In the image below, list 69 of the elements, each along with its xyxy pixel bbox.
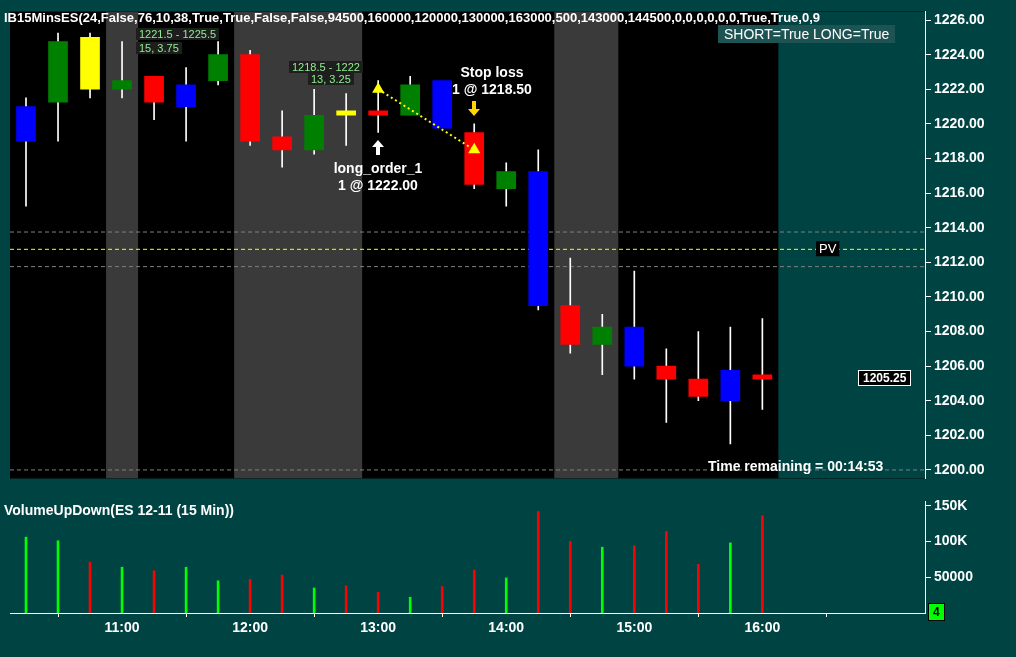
y-tick-label: 1214.00 [934,218,985,235]
candlestick [400,75,421,116]
bar [761,515,764,613]
bar [440,586,444,613]
bar [664,531,668,613]
y-tick-label: 1222.00 [934,80,985,97]
candlestick [16,97,36,207]
bar [600,546,604,613]
y-tick-label: 1212.00 [934,253,985,270]
candlestick [464,123,485,190]
y-tick-label: 1210.00 [934,287,985,304]
annotation: 1221.5 - 1225.5 [136,28,220,40]
x-tick-label: 13:00 [360,619,397,636]
chart-title: IB15MinsES(24,False,76,10,38,True,True,False,False,94500,160000,120000,130000,163000,500,143000,144500,0,0,0,0,0,0,True,True,0,9 [4,10,820,25]
candlestick [432,80,453,129]
bar [632,545,636,613]
candlestick [304,88,324,155]
y-tick-label: 1200.00 [934,460,985,477]
candlestick [80,32,100,99]
bar [376,591,380,613]
y-tick-label: 1218.00 [934,149,985,166]
candlestick [560,257,581,354]
candlestick [592,313,613,376]
bar [568,541,572,613]
candlestick [272,110,292,168]
y-tick-label: 1226.00 [934,10,985,27]
candlestick [176,67,196,142]
candlestick [336,93,356,146]
y-tick-label: 1206.00 [934,356,985,373]
candlestick [240,50,260,146]
candlestick [624,270,645,380]
bar [408,596,412,613]
candlestick [112,41,132,99]
y-tick-label: 1216.00 [934,183,985,200]
y-tick-label: 1220.00 [934,114,985,131]
bar [729,542,732,613]
candlestick [656,348,677,423]
y-tick-label: 1208.00 [934,322,985,339]
text: 4 [928,603,945,621]
y-tick-label: 1224.00 [934,45,985,62]
bar [504,577,508,613]
bar [697,564,700,613]
annotation: 1205.25 [858,370,912,386]
candlestick [48,32,68,142]
annotation: Stop loss 1 @ 1218.50 [451,64,533,98]
annotation: Time remaining = 00:14:53 [708,458,884,474]
annotation: long_order_1 1 @ 1222.00 [333,160,423,194]
y-tick-label: 150K [934,496,968,513]
candlestick [144,75,164,120]
ref-line-label: PV [819,240,837,256]
annotation: SHORT=True LONG=True [718,25,896,43]
x-tick-label: 11:00 [104,619,140,636]
candlestick [496,162,517,207]
bar [472,569,476,613]
annotation: 15, 3.75 [136,42,182,54]
x-tick-label: 16:00 [744,619,781,636]
annotation: 13, 3.25 [308,73,354,85]
y-tick-label: 1202.00 [934,426,985,443]
y-tick-label: 50000 [934,568,974,585]
annotation: 1218.5 - 1222 [289,61,363,73]
x-tick-label: 12:00 [232,619,269,636]
chart-title: VolumeUpDown(ES 12-11 (15 Min)) [4,502,234,518]
candlestick [208,41,228,86]
x-tick-label: 14:00 [488,619,525,636]
candlestick [528,149,549,311]
y-tick-label: 100K [934,532,968,549]
bar [536,511,540,613]
y-tick-label: 1204.00 [934,391,985,408]
x-tick-label: 15:00 [616,619,653,636]
